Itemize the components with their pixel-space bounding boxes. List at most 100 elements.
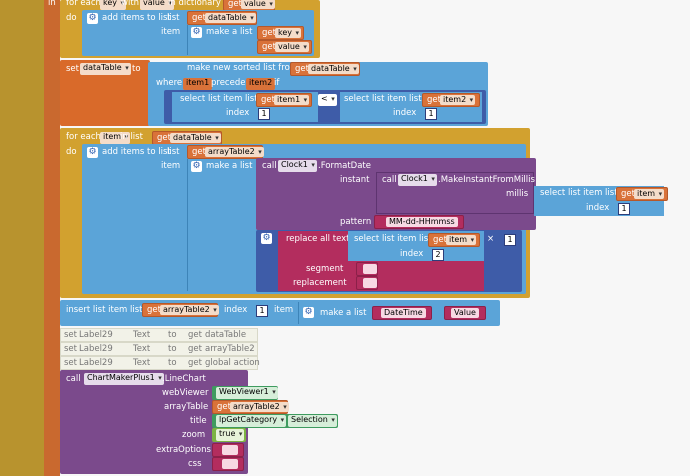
css-string-block[interactable] — [212, 457, 244, 471]
get-arraytable2-block[interactable]: get arrayTable2 — [142, 303, 219, 317]
set-label29-text-block[interactable]: set Label29 Text to get dataTable — [60, 328, 258, 342]
make-list-label: make a list — [206, 27, 253, 37]
set-label29-text-block[interactable]: set Label29 Text to get arrayTable2 — [60, 342, 258, 356]
pattern-string-block[interactable]: MM-dd-HHmmss — [374, 215, 464, 229]
dot-label: . — [282, 416, 285, 426]
gear-icon[interactable]: ⚙ — [87, 147, 98, 158]
to-label: to — [168, 358, 177, 368]
property-chip[interactable]: Text — [133, 344, 151, 354]
select-list-item-label: select list item list — [344, 94, 422, 104]
value-string[interactable]: Value — [451, 308, 479, 318]
get-item2-chip[interactable]: item2 — [440, 95, 476, 105]
property-chip[interactable]: Text — [133, 330, 151, 340]
precedes-label: precedes — [211, 78, 250, 88]
gear-icon[interactable]: ⚙ — [303, 307, 314, 318]
get-label: get — [262, 28, 276, 38]
index-label: index — [224, 305, 248, 315]
get-item-block[interactable]: get item — [428, 233, 480, 247]
extraoptions-string-block[interactable] — [212, 443, 244, 457]
get-label: get — [621, 189, 635, 199]
clock1-chip[interactable]: Clock1 — [398, 174, 437, 186]
item1-chip[interactable]: item1 — [183, 78, 213, 90]
get-item-block[interactable]: get item — [616, 187, 668, 201]
index-value-4[interactable]: 2 — [432, 249, 444, 261]
clock1-chip[interactable]: Clock1 — [278, 160, 317, 172]
make-list-label: make a list — [320, 308, 367, 318]
segment-string-block[interactable] — [356, 262, 378, 276]
foreach-list-head: for each — [66, 132, 101, 142]
with-label: with — [121, 0, 140, 8]
item-label: item — [274, 305, 294, 315]
get-arraytable2-block[interactable]: get arrayTable2 — [212, 400, 289, 414]
linechart-label: .LineChart — [162, 374, 206, 384]
instant-label: instant — [340, 175, 370, 185]
item2-chip[interactable]: item2 — [246, 78, 276, 90]
label29-chip[interactable]: Label29 — [79, 344, 113, 354]
index-label: index — [586, 203, 610, 213]
insert-index-value[interactable]: 1 — [256, 305, 268, 317]
css-string[interactable] — [222, 459, 238, 469]
get-datatable-block[interactable]: get dataTable — [152, 131, 222, 145]
get-arraytable2-chip[interactable]: arrayTable2 — [160, 305, 219, 315]
gear-icon[interactable]: ⚙ — [261, 233, 272, 244]
get-datatable-chip[interactable]: dataTable — [308, 64, 359, 74]
get-key-block[interactable]: get key — [257, 26, 304, 40]
extraoptions-label: extraOptions — [156, 445, 211, 455]
replacement-string-block[interactable] — [356, 276, 378, 290]
get-var-chip[interactable]: dataTable — [205, 330, 247, 340]
get-item1-chip[interactable]: item1 — [274, 95, 310, 105]
label29-chip[interactable]: Label29 — [79, 358, 113, 368]
sorted-label: make new sorted list from — [187, 63, 299, 73]
set-label29-text-block[interactable]: set Label29 Text to get global action — [60, 356, 260, 370]
get-item-chip[interactable]: item — [634, 189, 665, 199]
value-chip[interactable]: value — [140, 0, 174, 10]
get-value-chip[interactable]: value — [275, 42, 309, 52]
get-datatable-chip[interactable]: dataTable — [170, 133, 221, 143]
index-value-3[interactable]: 1 — [618, 203, 630, 215]
pattern-string[interactable]: MM-dd-HHmmss — [386, 217, 458, 227]
index-value-2[interactable]: 1 — [425, 108, 437, 120]
in-list-label: in list — [120, 132, 143, 142]
extraoptions-string[interactable] — [222, 445, 238, 455]
get-key-chip[interactable]: key — [275, 28, 302, 38]
times-value[interactable]: 1 — [504, 234, 516, 246]
outer-event-block — [0, 0, 48, 476]
set-label: set — [64, 330, 77, 340]
property-chip[interactable]: Text — [133, 358, 151, 368]
get-item2-block[interactable]: get item2 — [422, 93, 480, 107]
gear-icon[interactable]: ⚙ — [87, 13, 98, 24]
get-arraytable2-block[interactable]: get arrayTable2 — [187, 145, 264, 159]
get-var-chip[interactable]: arrayTable2 — [205, 344, 255, 354]
get-value-chip[interactable]: value — [241, 0, 275, 9]
replacement-string[interactable] — [363, 278, 377, 288]
webviewer-chip[interactable]: WebViewer1 — [216, 387, 278, 399]
segment-string[interactable] — [363, 264, 377, 274]
insert-label: insert list item list — [66, 305, 143, 315]
set-var-chip[interactable]: dataTable — [80, 63, 131, 75]
get-item1-block[interactable]: get item1 — [256, 93, 312, 107]
title-label: title — [190, 416, 207, 426]
gear-icon[interactable]: ⚙ — [191, 161, 202, 172]
lpgetcategory-chip[interactable]: lpGetCategory — [216, 415, 287, 427]
get-arraytable2-chip[interactable]: arrayTable2 — [205, 147, 264, 157]
value-string-block[interactable]: Value — [444, 306, 486, 320]
selection-chip[interactable]: Selection — [288, 415, 337, 427]
compare-operator[interactable]: < — [318, 94, 337, 106]
get-var-chip[interactable]: global action — [205, 358, 260, 368]
gear-icon[interactable]: ⚙ — [191, 27, 202, 38]
set-label: set — [66, 64, 79, 74]
get-item-chip[interactable]: item — [446, 235, 477, 245]
get-arraytable2-chip[interactable]: arrayTable2 — [230, 402, 289, 412]
get-datatable-block[interactable]: get dataTable — [290, 62, 360, 76]
datetime-string-block[interactable]: DateTime — [372, 306, 432, 320]
item-chip[interactable]: item — [100, 132, 131, 144]
get-value-block-2[interactable]: get value — [257, 40, 312, 54]
label29-chip[interactable]: Label29 — [79, 330, 113, 340]
chartmaker-chip[interactable]: ChartMakerPlus1 — [84, 373, 164, 385]
datetime-string[interactable]: DateTime — [381, 308, 426, 318]
true-chip[interactable]: true — [216, 429, 245, 441]
get-datatable-chip[interactable]: dataTable — [205, 13, 256, 23]
get-datatable-block[interactable]: get dataTable — [187, 11, 257, 25]
index-value-1[interactable]: 1 — [258, 108, 270, 120]
key-chip[interactable]: key — [100, 0, 127, 10]
